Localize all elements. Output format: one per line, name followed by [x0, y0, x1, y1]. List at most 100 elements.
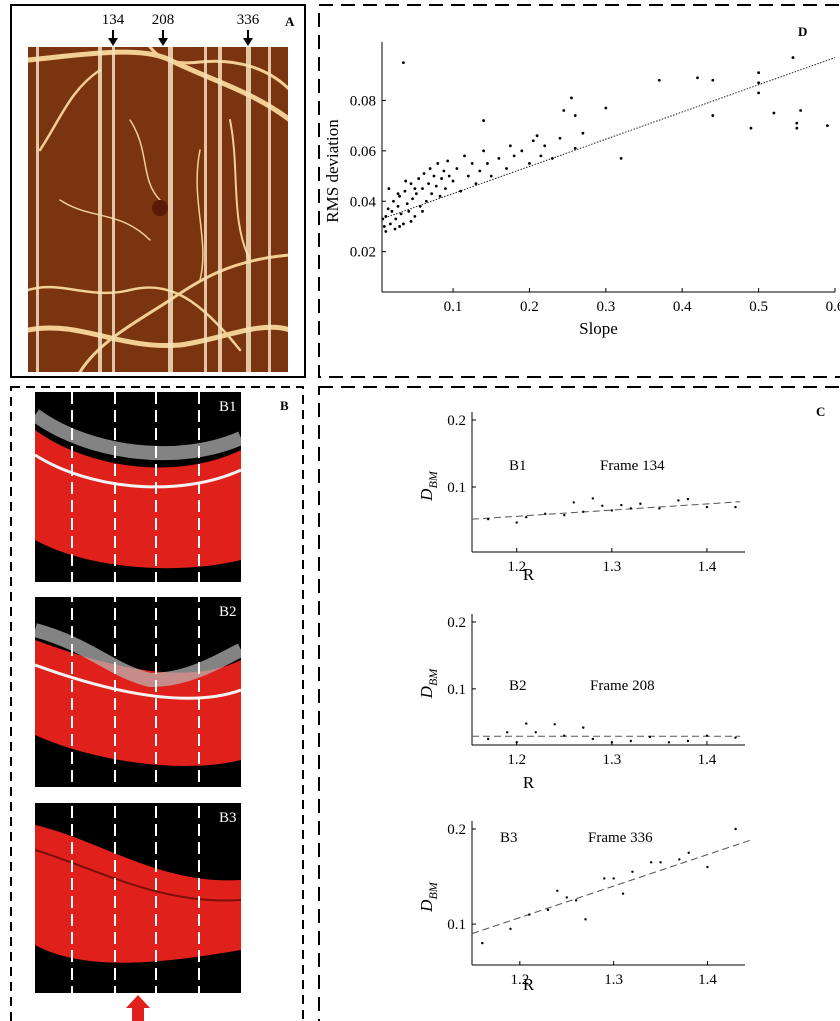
point — [604, 106, 608, 110]
point — [398, 194, 401, 198]
x-tick-label: 0.4 — [673, 299, 692, 315]
point — [525, 515, 528, 519]
x-tick-label: 1.2 — [507, 752, 526, 768]
point — [515, 521, 518, 524]
point — [610, 509, 614, 512]
point — [612, 877, 615, 880]
trend-line — [471, 839, 750, 935]
point — [686, 739, 690, 743]
point — [677, 499, 680, 502]
point — [455, 167, 459, 170]
y-axis-label-sub: BM — [426, 668, 440, 686]
point — [497, 156, 501, 160]
point — [791, 56, 795, 59]
point — [629, 739, 633, 743]
point — [432, 174, 436, 178]
point — [705, 505, 709, 509]
point — [486, 737, 490, 741]
point — [394, 217, 398, 221]
point — [573, 114, 577, 117]
point — [459, 189, 463, 193]
x-axis-label: R — [523, 975, 535, 994]
oct-image — [35, 597, 241, 787]
point — [396, 192, 400, 196]
point — [520, 149, 524, 153]
point — [582, 726, 585, 729]
arrow — [126, 995, 150, 1021]
point — [392, 199, 395, 203]
frame-marker-label: 336 — [237, 12, 260, 28]
image-label: B3 — [219, 810, 237, 826]
x-tick-label: 0.2 — [520, 299, 539, 315]
point — [563, 734, 566, 737]
point — [591, 497, 595, 500]
point — [417, 177, 421, 180]
annotation: Frame 134 — [600, 458, 665, 474]
point — [629, 507, 633, 510]
point — [603, 877, 606, 880]
oct-image — [35, 392, 241, 582]
point — [705, 734, 709, 737]
point — [405, 202, 409, 206]
point — [649, 861, 653, 864]
frame-marker-label: 134 — [102, 12, 125, 28]
point — [795, 126, 799, 130]
trend-line — [471, 501, 741, 520]
point — [757, 91, 761, 95]
panel-a-frame — [10, 4, 306, 378]
point — [438, 194, 442, 198]
point — [414, 192, 418, 196]
point — [401, 222, 405, 226]
point — [463, 154, 466, 158]
point — [407, 209, 411, 213]
point — [825, 124, 829, 128]
point — [535, 134, 539, 138]
annotation: Frame 208 — [590, 678, 655, 694]
point — [562, 109, 566, 112]
point — [601, 504, 604, 507]
point — [734, 736, 737, 739]
point — [531, 139, 535, 143]
y-axis-label-main: D — [417, 488, 436, 502]
point — [451, 179, 455, 183]
point — [772, 111, 776, 115]
point — [482, 119, 486, 122]
point — [572, 501, 575, 504]
point — [550, 156, 554, 160]
point — [474, 182, 478, 186]
point — [619, 156, 623, 160]
point — [466, 174, 470, 178]
point — [508, 144, 512, 148]
point — [413, 214, 417, 218]
y-tick-label: 0.06 — [350, 144, 377, 160]
point — [574, 899, 578, 902]
annotation: B1 — [509, 458, 527, 474]
point — [582, 510, 585, 513]
panel-d-frame — [318, 4, 840, 378]
y-axis-label: DBM — [417, 668, 440, 700]
trend-line — [381, 57, 836, 220]
point — [399, 212, 403, 216]
point — [711, 114, 715, 117]
angiography-image — [28, 47, 288, 372]
point — [411, 197, 414, 201]
point — [525, 722, 528, 725]
oct-image — [35, 803, 241, 993]
x-tick-label: 0.6 — [826, 299, 840, 315]
point — [421, 187, 424, 191]
x-tick-label: 1.4 — [698, 972, 717, 988]
point — [381, 217, 385, 221]
point — [620, 503, 623, 507]
panel-letter: D — [798, 24, 807, 39]
point — [610, 741, 614, 744]
x-tick-label: 1.4 — [698, 559, 717, 575]
x-tick-label: 1.2 — [507, 559, 526, 575]
point — [482, 149, 486, 153]
x-axis-label: R — [523, 773, 535, 792]
point — [396, 204, 400, 208]
point — [515, 741, 518, 744]
point — [795, 121, 799, 125]
panel-letter: A — [285, 14, 295, 29]
panel-letter: C — [816, 404, 825, 419]
x-tick-label: 0.5 — [749, 299, 768, 315]
